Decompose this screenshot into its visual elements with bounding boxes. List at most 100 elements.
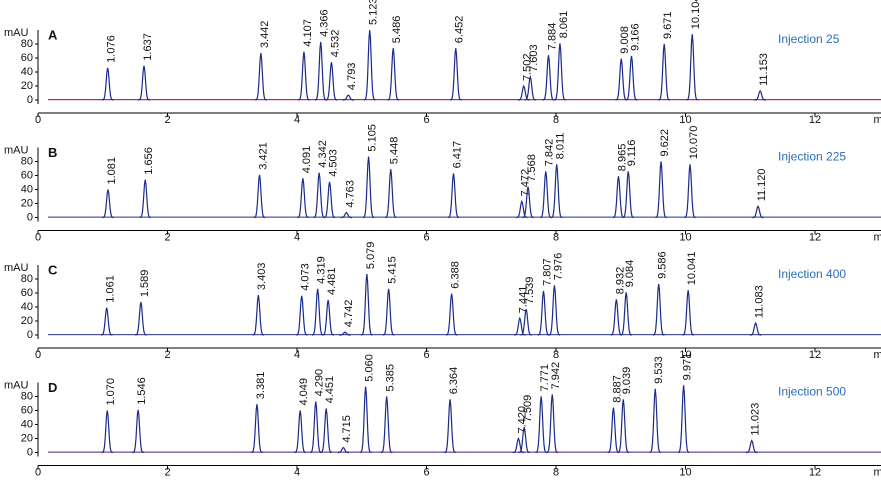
x-tick-label: 8 (553, 466, 559, 478)
peak (684, 164, 696, 219)
y-tick-label: 80 (21, 155, 33, 167)
peak-label: 7.539 (524, 277, 536, 305)
peak-label: 7.807 (541, 258, 553, 286)
peak (101, 67, 114, 101)
x-axis-label: min (873, 349, 881, 361)
y-tick-label: 0 (27, 94, 33, 106)
peak-label: 1.061 (105, 275, 117, 303)
x-axis-label: min (873, 231, 881, 243)
y-tick-label: 0 (27, 211, 33, 223)
x-tick-label: 4 (294, 349, 300, 361)
y-tick-label: 60 (21, 169, 33, 181)
peak (752, 205, 764, 219)
peak-label: 9.586 (657, 251, 669, 279)
y-tick-label: 20 (21, 315, 33, 327)
peak (138, 65, 150, 101)
peak (340, 211, 353, 219)
peak (384, 169, 397, 219)
x-tick-label: 0 (35, 349, 41, 361)
peak (554, 43, 566, 101)
peak-label: 3.421 (257, 142, 269, 170)
peak-label: 9.971 (682, 353, 694, 381)
peak (251, 404, 263, 454)
y-tick-label: 80 (21, 273, 33, 285)
peak (320, 408, 332, 454)
x-tick-label: 0 (35, 114, 41, 126)
x-tick-label: 2 (164, 466, 170, 478)
x-tick-label: 0 (35, 231, 41, 243)
peak (537, 290, 550, 336)
peak (615, 58, 628, 101)
peak-label: 4.715 (341, 415, 353, 443)
peak (546, 394, 559, 454)
peak (255, 53, 267, 101)
peak (445, 293, 458, 336)
annotation: Injection 25 (778, 32, 840, 46)
peak-label: 4.763 (344, 180, 356, 208)
peak-label: 7.509 (522, 395, 534, 423)
peak (449, 48, 462, 101)
peak-label: 1.076 (106, 35, 118, 63)
x-tick-label: 12 (809, 466, 821, 478)
peak-label: 1.546 (136, 377, 148, 405)
peak (518, 84, 530, 101)
peak-label: 7.441 (518, 286, 530, 314)
peak-label: 5.123 (368, 0, 380, 25)
x-tick-label: 4 (294, 114, 300, 126)
peak (550, 164, 563, 219)
peak (749, 321, 762, 336)
peak (649, 388, 662, 454)
y-tick-label: 40 (21, 418, 33, 430)
peak-label: 7.942 (550, 362, 562, 390)
peak-label: 5.415 (387, 256, 399, 284)
y-tick-label: 80 (21, 390, 33, 402)
x-axis-label: min (873, 466, 881, 478)
peak (540, 171, 552, 219)
peak (314, 41, 327, 101)
peak-label: 1.589 (139, 270, 151, 298)
peak-label: 3.442 (259, 21, 271, 49)
y-axis-label: mAU (4, 27, 29, 39)
peak-label: 9.533 (653, 356, 665, 384)
peak-label: 7.420 (516, 406, 528, 434)
x-tick-label: 10 (679, 349, 691, 361)
peak-label: 1.656 (143, 147, 155, 175)
annotation: Injection 500 (778, 385, 846, 399)
peak-label: 5.079 (365, 242, 377, 270)
panel-label: B (48, 145, 57, 160)
peak (686, 34, 699, 101)
peak-label: 9.116 (626, 140, 638, 167)
peak (612, 176, 625, 219)
peak-label: 11.023 (750, 403, 762, 436)
peak-label: 11.153 (758, 53, 770, 86)
peak-label: 11.083 (754, 285, 766, 318)
peak-label: 4.107 (302, 19, 314, 47)
peak (682, 290, 694, 336)
peak-label: 7.976 (552, 253, 564, 281)
y-tick-label: 40 (21, 183, 33, 195)
peak (447, 173, 460, 219)
x-tick-label: 2 (164, 349, 170, 361)
peak-label: 6.364 (448, 367, 460, 395)
x-tick-label: 6 (423, 114, 429, 126)
peak-label: 5.105 (366, 124, 378, 152)
peak-label: 9.008 (619, 26, 631, 54)
peak-label: 6.417 (451, 141, 463, 169)
peak (297, 178, 309, 219)
peak-label: 4.073 (300, 263, 312, 291)
peak (516, 199, 528, 219)
peak (361, 274, 373, 336)
peak-label: 10.070 (688, 126, 700, 160)
peak-label: 10.041 (686, 252, 698, 286)
peak (101, 410, 114, 454)
y-tick-label: 20 (21, 432, 33, 444)
x-tick-label: 8 (553, 349, 559, 361)
y-tick-label: 20 (21, 197, 33, 209)
peak-label: 4.366 (319, 9, 331, 37)
peak-label: 5.385 (385, 364, 397, 392)
peak-label: 11.120 (756, 168, 768, 201)
peak-label: 1.070 (105, 378, 117, 406)
peak (746, 439, 758, 454)
peak-label: 9.039 (621, 367, 633, 395)
peak-label: 8.061 (558, 11, 570, 39)
